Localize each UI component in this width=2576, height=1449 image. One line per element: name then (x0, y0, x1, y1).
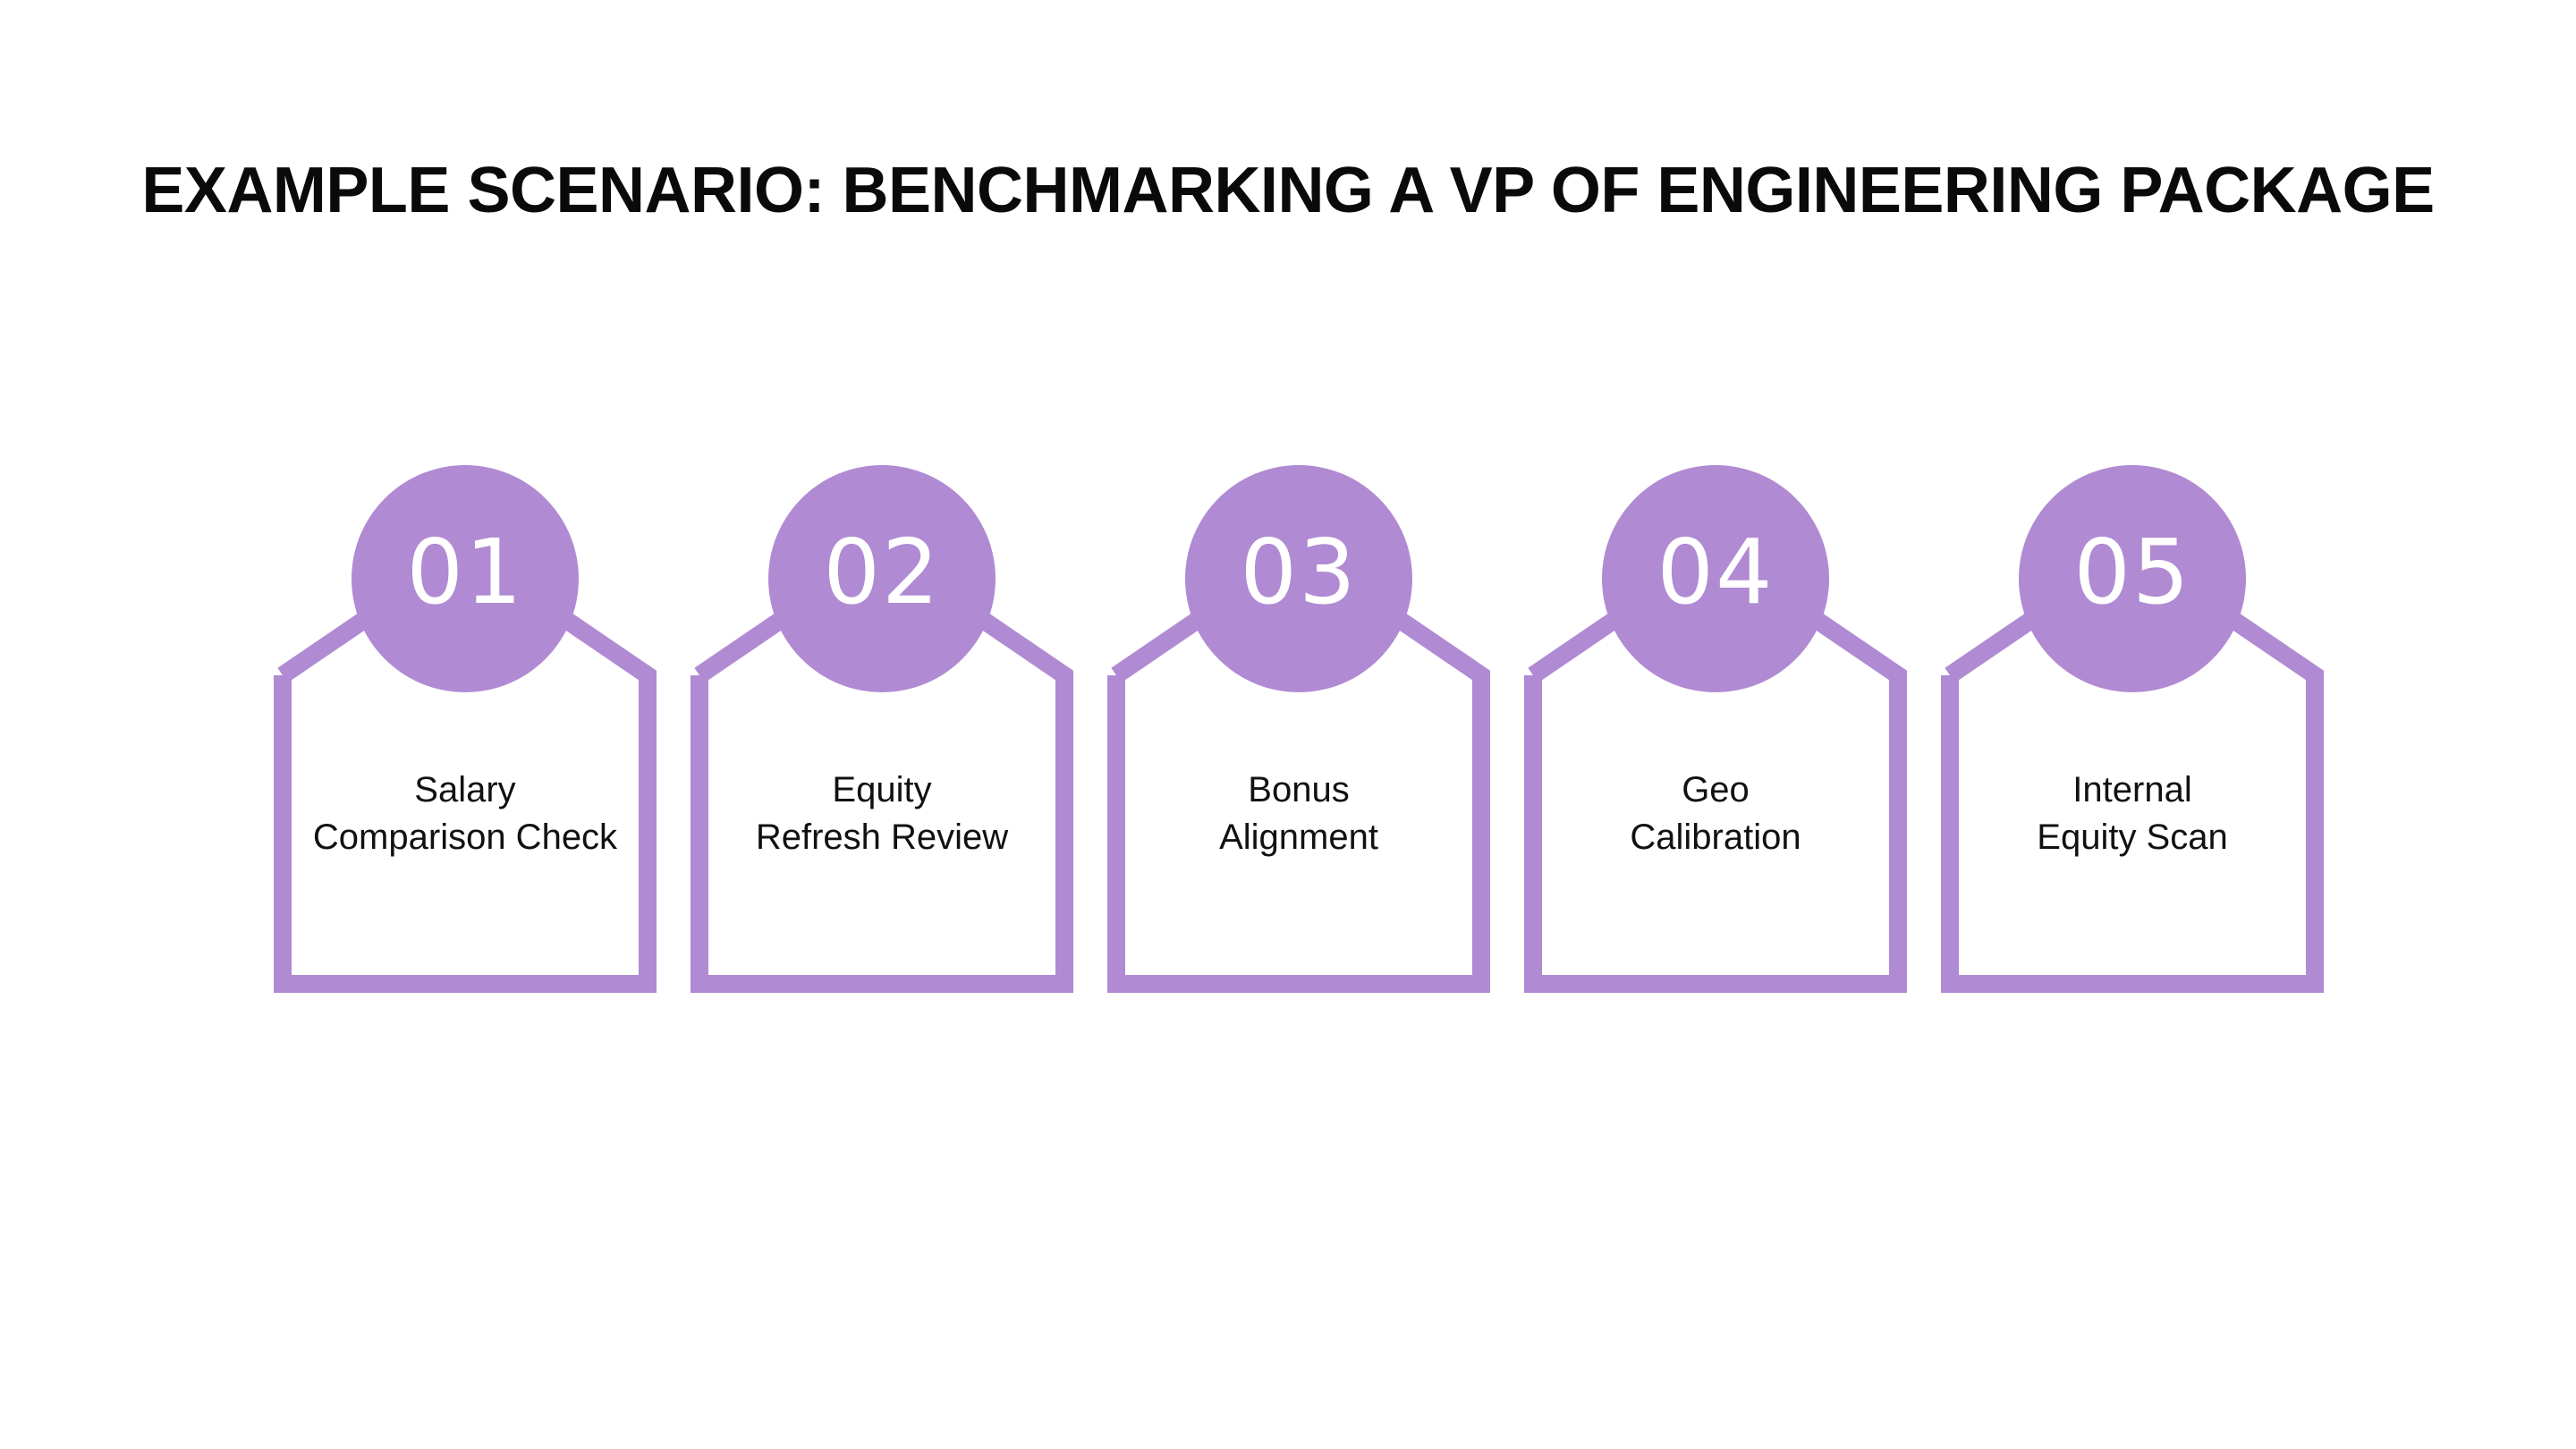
step-label-line: Refresh Review (755, 818, 1009, 857)
step-frame (691, 465, 1073, 993)
step-number-circle (768, 465, 996, 692)
step-label-line: Equity Scan (2037, 818, 2228, 857)
step-label: Salary Comparison Check (295, 760, 635, 868)
step-number-circle (1602, 465, 1829, 692)
step-number: 02 (823, 520, 941, 624)
step-number-circle (1185, 465, 1412, 692)
step-card-one: 01 Salary Comparison Check (273, 465, 657, 993)
step-label-line: Geo (1682, 770, 1750, 809)
step-card-two: 02 Equity Refresh Review (690, 465, 1074, 993)
step-card-five: 05 Internal Equity Scan (1940, 465, 2325, 993)
step-frame (1107, 465, 1490, 993)
step-number: 04 (1657, 520, 1775, 624)
step-outline (274, 610, 657, 993)
step-label-line: Internal (2072, 770, 2192, 809)
step-number: 03 (1240, 520, 1358, 624)
step-label: Internal Equity Scan (1962, 760, 2302, 868)
step-card-three: 03 Bonus Alignment (1106, 465, 1491, 993)
step-frame (1524, 465, 1907, 993)
step-label: Geo Calibration (1546, 760, 1885, 868)
step-label-line: Salary (414, 770, 516, 809)
step-outline (691, 610, 1073, 993)
step-frame (1941, 465, 2324, 993)
step-number: 01 (406, 520, 524, 624)
step-card-four: 04 Geo Calibration (1523, 465, 1908, 993)
step-number-circle (2019, 465, 2246, 692)
step-outline (1941, 610, 2324, 993)
step-label-line: Alignment (1219, 818, 1378, 857)
step-label-line: Comparison Check (312, 818, 618, 857)
step-number-circle (352, 465, 579, 692)
step-outline (1107, 610, 1490, 993)
page-title: EXAMPLE SCENARIO: BENCHMARKING A VP OF E… (141, 155, 2435, 226)
step-number: 05 (2073, 520, 2191, 624)
step-label-line: Calibration (1630, 818, 1801, 857)
step-label-line: Equity (832, 770, 932, 809)
step-label-line: Bonus (1248, 770, 1350, 809)
step-outline (1524, 610, 1907, 993)
step-label: Equity Refresh Review (712, 760, 1052, 868)
step-frame (274, 465, 657, 993)
step-label: Bonus Alignment (1129, 760, 1469, 868)
